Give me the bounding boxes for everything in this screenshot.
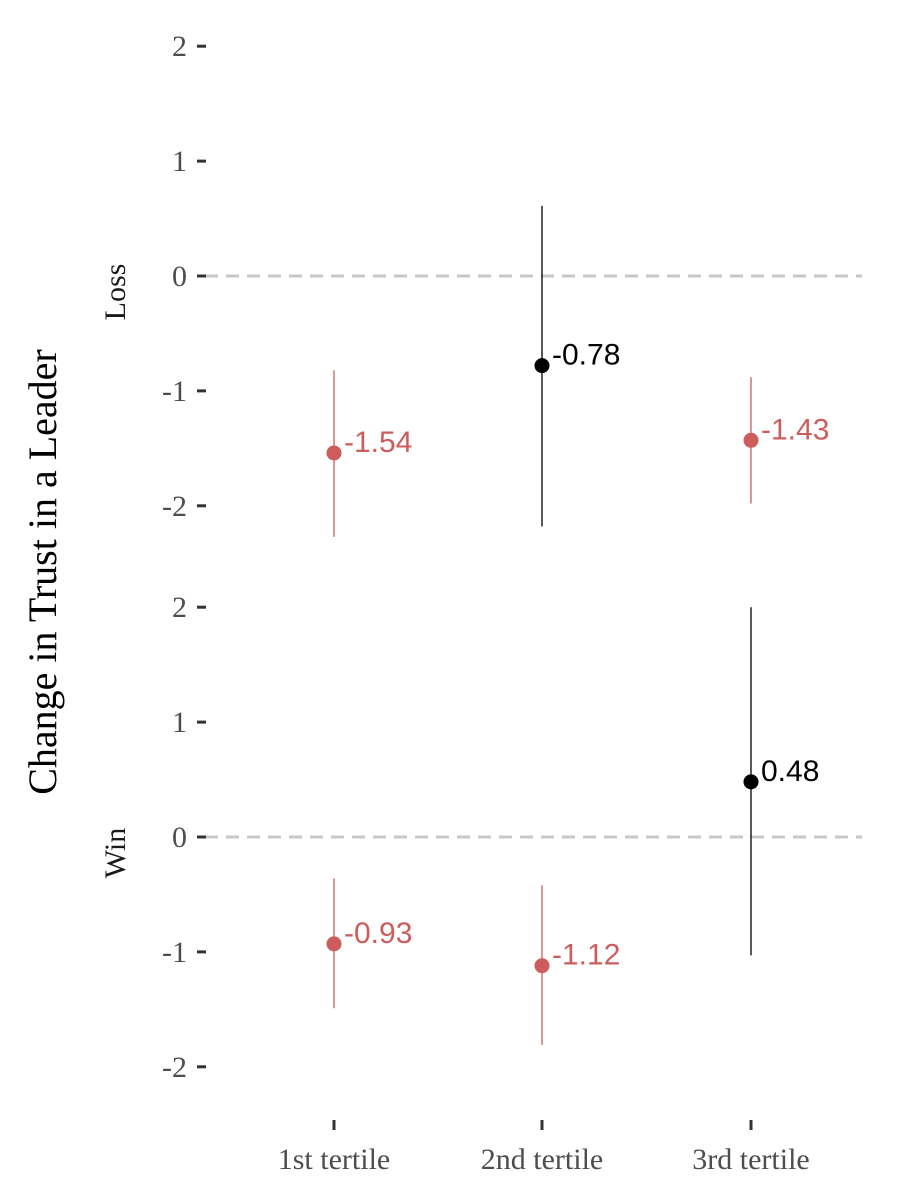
facet-label: Loss — [99, 264, 132, 321]
data-label: -0.78 — [552, 339, 620, 372]
data-label: -1.54 — [344, 426, 412, 459]
point-estimate — [534, 358, 550, 374]
x-tick-label: 3rd tertile — [692, 1143, 809, 1176]
data-label: -1.12 — [552, 939, 620, 972]
data-label: -0.93 — [344, 917, 412, 950]
data-label: -1.43 — [761, 413, 829, 446]
y-tick-label: -1 — [162, 375, 187, 408]
y-tick-label: -2 — [162, 1051, 187, 1084]
y-tick-label: -1 — [162, 936, 187, 969]
y-tick-label: 2 — [172, 30, 187, 63]
x-axis: 1st tertile 2nd tertile 3rd tertile — [278, 1120, 810, 1176]
y-tick-label: 0 — [172, 260, 187, 293]
point-estimate — [326, 936, 342, 952]
y-tick-label: -2 — [162, 490, 187, 523]
facet-panel-win: 2 1 0 -1 -2 Win -0.93 -1.12 0.48 — [99, 591, 862, 1084]
x-tick-label: 2nd tertile — [481, 1143, 603, 1176]
point-estimate — [743, 432, 759, 448]
y-tick-label: 1 — [172, 706, 187, 739]
y-tick-label: 1 — [172, 145, 187, 178]
point-estimate — [326, 445, 342, 461]
x-tick-label: 1st tertile — [278, 1143, 390, 1176]
point-estimate — [743, 774, 759, 790]
y-tick-label: 2 — [172, 591, 187, 624]
data-label: 0.48 — [761, 755, 819, 788]
facet-label: Win — [99, 828, 132, 878]
facet-panel-loss: 2 1 0 -1 -2 Loss -1.54 -0.78 -1.43 — [99, 30, 862, 537]
y-axis-title: Change in Trust in a Leader — [20, 349, 65, 795]
y-tick-label: 0 — [172, 821, 187, 854]
point-estimate — [534, 958, 550, 974]
chart-panels: 2 1 0 -1 -2 Loss -1.54 -0.78 -1.43 2 1 0 -1 -2 Win -0.9… — [99, 30, 862, 1084]
